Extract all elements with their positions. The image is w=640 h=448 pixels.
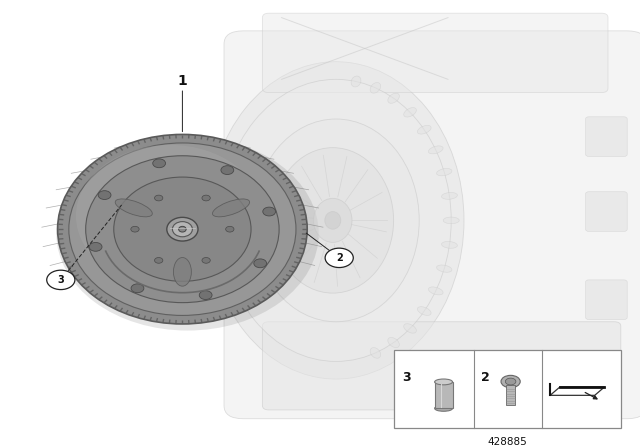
- Ellipse shape: [114, 177, 251, 281]
- Ellipse shape: [226, 226, 234, 232]
- Ellipse shape: [115, 199, 152, 217]
- Ellipse shape: [506, 378, 516, 385]
- Bar: [435, 382, 452, 409]
- Ellipse shape: [254, 259, 267, 268]
- Ellipse shape: [199, 291, 212, 300]
- Ellipse shape: [442, 193, 458, 199]
- Text: 2: 2: [336, 253, 342, 263]
- Ellipse shape: [388, 93, 399, 103]
- Ellipse shape: [202, 195, 211, 201]
- Text: 428885: 428885: [487, 437, 527, 447]
- Ellipse shape: [435, 405, 452, 411]
- Ellipse shape: [98, 191, 111, 199]
- Ellipse shape: [351, 76, 361, 87]
- Bar: [506, 385, 515, 405]
- Circle shape: [325, 248, 353, 267]
- Ellipse shape: [56, 137, 319, 331]
- Ellipse shape: [221, 79, 451, 362]
- Text: 1: 1: [177, 74, 188, 88]
- Ellipse shape: [76, 145, 263, 287]
- Ellipse shape: [212, 199, 250, 217]
- Ellipse shape: [417, 125, 431, 134]
- Ellipse shape: [428, 287, 443, 295]
- Ellipse shape: [501, 375, 520, 388]
- FancyBboxPatch shape: [586, 192, 627, 232]
- FancyBboxPatch shape: [586, 280, 627, 319]
- Ellipse shape: [436, 168, 452, 176]
- Ellipse shape: [436, 265, 452, 272]
- Ellipse shape: [404, 108, 417, 117]
- Ellipse shape: [417, 307, 431, 315]
- Ellipse shape: [58, 134, 307, 324]
- Ellipse shape: [154, 258, 163, 263]
- Ellipse shape: [153, 159, 166, 168]
- Ellipse shape: [172, 222, 193, 237]
- Ellipse shape: [314, 198, 352, 242]
- Circle shape: [47, 270, 75, 289]
- Ellipse shape: [167, 217, 198, 241]
- Ellipse shape: [325, 211, 341, 229]
- Ellipse shape: [442, 241, 458, 248]
- Ellipse shape: [388, 337, 399, 348]
- Ellipse shape: [370, 348, 381, 358]
- FancyBboxPatch shape: [262, 322, 621, 410]
- Ellipse shape: [404, 324, 417, 333]
- Ellipse shape: [444, 217, 460, 224]
- Ellipse shape: [131, 226, 139, 232]
- FancyBboxPatch shape: [586, 117, 627, 156]
- Ellipse shape: [370, 82, 381, 93]
- Ellipse shape: [435, 379, 452, 385]
- Ellipse shape: [131, 284, 144, 293]
- FancyBboxPatch shape: [262, 13, 608, 93]
- Text: 2: 2: [481, 371, 490, 384]
- Ellipse shape: [69, 143, 296, 315]
- FancyBboxPatch shape: [224, 31, 640, 419]
- Ellipse shape: [202, 258, 211, 263]
- Ellipse shape: [208, 62, 464, 379]
- Ellipse shape: [154, 195, 163, 201]
- Ellipse shape: [86, 156, 279, 303]
- Ellipse shape: [272, 148, 394, 293]
- Text: 3: 3: [402, 371, 410, 384]
- Ellipse shape: [253, 119, 419, 322]
- Polygon shape: [550, 387, 605, 395]
- Ellipse shape: [173, 258, 191, 286]
- Ellipse shape: [428, 146, 443, 154]
- Bar: [394, 350, 621, 427]
- Ellipse shape: [263, 207, 276, 216]
- Text: 3: 3: [58, 275, 64, 285]
- Ellipse shape: [179, 226, 186, 232]
- Ellipse shape: [89, 242, 102, 251]
- Ellipse shape: [221, 166, 234, 175]
